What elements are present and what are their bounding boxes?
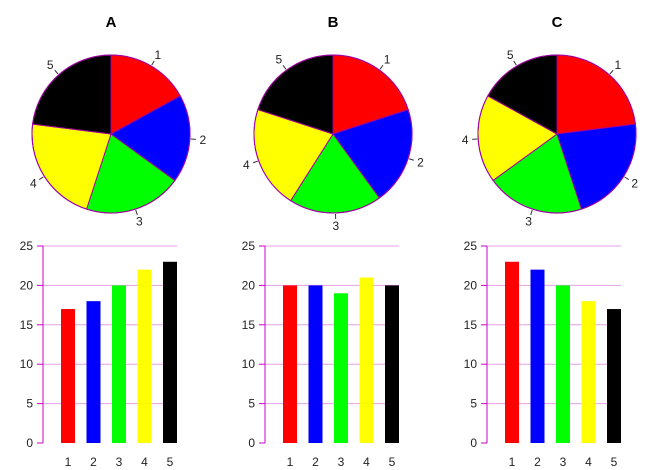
pie-leader-3 (530, 209, 533, 215)
pie-outline (477, 54, 637, 214)
bar-4 (581, 301, 596, 443)
x-tick-label-1: 1 (509, 455, 516, 469)
y-tick-label-15: 15 (464, 318, 478, 332)
x-tick-label-2: 2 (534, 455, 541, 469)
bar-5 (163, 261, 177, 443)
pie-label-5: 5 (507, 48, 514, 62)
y-tick-label-10: 10 (20, 357, 34, 371)
pie-leader-1 (151, 60, 155, 66)
x-tick-label-5: 5 (389, 455, 396, 469)
bar-4 (137, 269, 152, 443)
panel-c-title: C (552, 14, 563, 31)
pie-leader-5 (282, 64, 287, 70)
panel-b: B (328, 14, 339, 31)
pie-label-4: 4 (243, 158, 250, 172)
y-tick-label-0: 0 (470, 436, 477, 450)
pie-leader-1 (609, 69, 614, 75)
x-tick-label-4: 4 (585, 455, 592, 469)
bar-3 (112, 285, 126, 443)
panel-c: C (552, 14, 563, 31)
x-tick-label-4: 4 (363, 455, 370, 469)
pie-label-2: 2 (199, 133, 206, 147)
pie-leader-4 (252, 160, 258, 164)
x-tick-label-3: 3 (116, 455, 123, 469)
pie-leader-1 (379, 64, 384, 70)
pie-leader-3 (135, 209, 138, 215)
y-tick-label-25: 25 (464, 239, 478, 253)
panel-b-graphics: 1 2 3 4 5 1 2 3 4 5 0 5 10 15 20 25 (242, 53, 425, 469)
bar-3 (334, 293, 348, 443)
panel-a-title: A (106, 14, 117, 31)
panel-a: A (106, 14, 117, 31)
pie-label-1: 1 (384, 53, 391, 67)
x-tick-label-3: 3 (560, 455, 567, 469)
x-tick-label-1: 1 (65, 455, 72, 469)
bar-5 (385, 285, 399, 443)
pie-leader-5 (54, 69, 59, 75)
y-tick-label-25: 25 (242, 239, 256, 253)
y-tick-label-20: 20 (20, 278, 34, 292)
pie-label-3: 3 (333, 219, 340, 233)
bar-1 (283, 285, 297, 443)
pie-leader-2 (624, 176, 630, 180)
y-tick-label-5: 5 (470, 397, 477, 411)
y-tick-label-10: 10 (242, 357, 256, 371)
pie-label-4: 4 (462, 133, 469, 147)
panel-a-graphics: 1 2 3 4 5 1 2 3 4 5 0 5 10 15 20 25 (20, 48, 207, 469)
panel-b-title: B (328, 14, 339, 31)
pie-label-2: 2 (631, 176, 638, 190)
y-tick-label-15: 15 (242, 318, 256, 332)
bar-1 (505, 261, 519, 443)
y-tick-label-0: 0 (248, 436, 255, 450)
pie-leader-4 (38, 176, 44, 180)
pie-label-2: 2 (417, 155, 424, 169)
y-tick-label-25: 25 (20, 239, 34, 253)
x-tick-label-1: 1 (287, 455, 294, 469)
pie-label-1: 1 (154, 48, 161, 62)
x-tick-label-2: 2 (312, 455, 319, 469)
pie-outline (31, 54, 191, 214)
pie-outline (253, 54, 413, 214)
pie-label-3: 3 (136, 215, 143, 229)
bar-5 (607, 309, 621, 443)
pie-label-5: 5 (276, 53, 283, 67)
x-tick-label-3: 3 (338, 455, 345, 469)
bar-2 (530, 269, 545, 443)
y-tick-label-20: 20 (464, 278, 478, 292)
pie-leader-5 (513, 60, 517, 66)
pie-label-3: 3 (525, 215, 532, 229)
bar-1 (61, 309, 75, 443)
pie-slice-5 (32, 54, 112, 135)
x-tick-label-5: 5 (611, 455, 618, 469)
y-tick-label-5: 5 (26, 397, 33, 411)
x-tick-label-5: 5 (167, 455, 174, 469)
pie-slice-1 (556, 54, 636, 135)
pie-label-5: 5 (47, 58, 54, 72)
pie-leader-2 (408, 158, 414, 161)
pie-label-4: 4 (30, 176, 37, 190)
y-tick-label-10: 10 (464, 357, 478, 371)
y-tick-label-15: 15 (20, 318, 34, 332)
x-tick-label-2: 2 (90, 455, 97, 469)
pie-label-1: 1 (614, 58, 621, 72)
panel-c-graphics: 1 2 3 4 5 1 2 3 4 5 0 5 10 15 20 25 (462, 48, 639, 469)
y-tick-label-20: 20 (242, 278, 256, 292)
y-tick-label-0: 0 (26, 436, 33, 450)
y-tick-label-5: 5 (248, 397, 255, 411)
bar-3 (556, 285, 570, 443)
bar-2 (308, 285, 323, 443)
bar-2 (86, 301, 101, 443)
bar-4 (359, 277, 374, 443)
x-tick-label-4: 4 (141, 455, 148, 469)
